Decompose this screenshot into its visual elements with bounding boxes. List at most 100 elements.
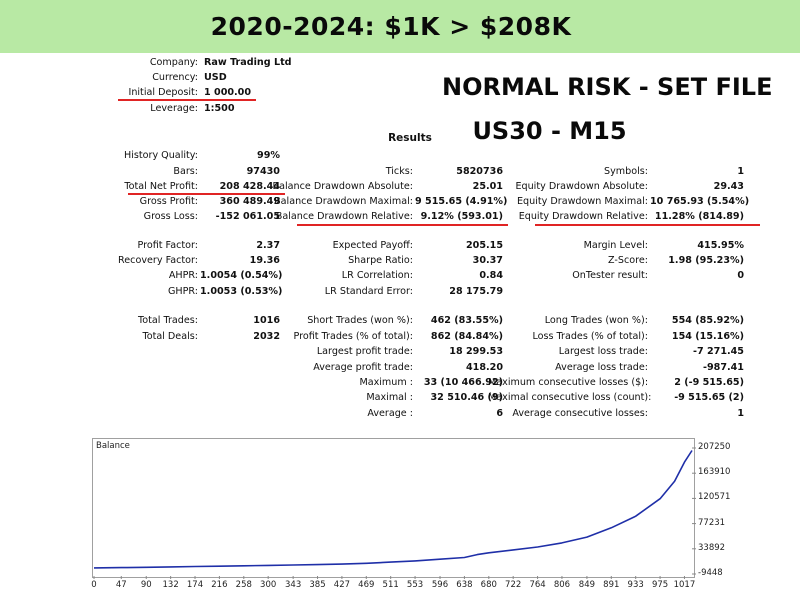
x-tick-label: 933 (627, 580, 644, 590)
y-tick-label: 77231 (698, 517, 726, 528)
recovery-factor-label: Recovery Factor: (118, 255, 198, 266)
x-tick-label: 638 (456, 580, 473, 590)
x-tick-label: 891 (603, 580, 620, 590)
lr-std-error-label: LR Standard Error: (324, 286, 413, 297)
ahpr-value: 1.0054 (0.54%) (200, 270, 283, 281)
balance-dd-underline (297, 224, 508, 226)
x-tick-label: 174 (186, 580, 204, 590)
equity-dd-relative-value: 11.28% (814.89) (654, 211, 744, 222)
company-value: Raw Trading Ltd (204, 57, 292, 68)
short-trades-label: Short Trades (won %): (307, 315, 413, 326)
profit-factor-label: Profit Factor: (137, 240, 198, 251)
x-tick-label: 47 (115, 580, 127, 590)
x-tick-label: 1017 (673, 580, 696, 590)
long-trades-label: Long Trades (won %): (544, 315, 648, 326)
maximum-label: Maximum : (359, 377, 413, 388)
history-quality-value: 99% (257, 150, 280, 161)
max-consecutive-losses-value: 2 (-9 515.65) (674, 377, 744, 388)
x-tick-label: 300 (260, 580, 277, 590)
balance-dd-relative-label: Balance Drawdown Relative: (275, 211, 413, 222)
z-score-label: Z-Score: (608, 255, 648, 266)
x-tick-label: 975 (651, 580, 669, 590)
equity-dd-maximal-value: 10 765.93 (5.54%) (650, 196, 750, 207)
average-label: Average : (367, 408, 413, 419)
sharpe-ratio-label: Sharpe Ratio: (348, 255, 413, 266)
bars-value: 97430 (246, 166, 280, 177)
average-loss-trade-value: -987.41 (702, 362, 744, 373)
banner-title: 2020-2024: $1K > $208K (210, 12, 572, 41)
x-tick-label: 680 (480, 580, 497, 590)
equity-dd-maximal-label: Equity Drawdown Maximal: (516, 196, 648, 207)
z-score-value: 1.98 (95.23%) (668, 255, 744, 266)
loss-trades-value: 154 (15.16%) (671, 331, 744, 342)
x-tick-label: 722 (505, 580, 522, 590)
leverage-label: Leverage: (150, 103, 198, 114)
x-tick-label: 216 (211, 580, 228, 590)
balance-dd-maximal-label: Balance Drawdown Maximal: (274, 196, 413, 207)
balance-series-line (93, 450, 693, 569)
expected-payoff-value: 205.15 (465, 240, 503, 251)
backtest-report: Company: Raw Trading Ltd Currency: USD I… (118, 57, 760, 419)
loss-trades-label: Loss Trades (% of total): (532, 331, 648, 342)
maximal-value: 32 510.46 (9) (430, 392, 504, 403)
x-tick-label: 258 (235, 580, 252, 590)
equity-dd-absolute-label: Equity Drawdown Absolute: (515, 181, 648, 192)
maximum-value: 33 (10 466.92) (423, 377, 503, 388)
headline-symbol: US30 - M15 (472, 117, 627, 145)
expected-payoff-label: Expected Payoff: (332, 240, 413, 251)
gross-profit-value: 360 489.49 (219, 196, 280, 207)
x-tick-label: 427 (333, 580, 351, 590)
x-tick-label: 469 (358, 580, 375, 590)
total-deals-label: Total Deals: (142, 331, 198, 342)
profit-trades-label: Profit Trades (% of total): (293, 331, 413, 342)
ontester-result-value: 0 (737, 270, 744, 281)
x-tick-label: 553 (406, 580, 424, 590)
balance-dd-absolute-value: 25.01 (472, 181, 503, 192)
company-label: Company: (149, 57, 198, 68)
results-title: Results (388, 132, 432, 144)
headline-risk: NORMAL RISK - SET FILE (442, 73, 773, 101)
total-net-profit-label: Total Net Profit: (124, 181, 198, 192)
largest-profit-trade-label: Largest profit trade: (316, 346, 413, 357)
recovery-factor-value: 19.36 (249, 255, 280, 266)
leverage-value: 1:500 (204, 103, 235, 114)
equity-dd-absolute-value: 29.43 (713, 181, 744, 192)
lr-std-error-value: 28 175.79 (449, 286, 503, 297)
long-trades-value: 554 (85.92%) (671, 315, 744, 326)
x-tick-label: 849 (578, 580, 596, 590)
average-value: 6 (496, 408, 503, 419)
y-tick-label: -9448 (698, 568, 723, 578)
lr-correlation-label: LR Correlation: (341, 270, 413, 281)
currency-label: Currency: (152, 72, 198, 83)
x-tick-label: 0 (91, 580, 97, 590)
net-profit-underline (128, 193, 285, 195)
gross-loss-label: Gross Loss: (143, 211, 198, 222)
ticks-value: 5820736 (456, 166, 503, 177)
deposit-underline (118, 99, 256, 101)
total-deals-value: 2032 (253, 331, 280, 342)
x-tick-label: 596 (431, 580, 449, 590)
average-profit-trade-label: Average profit trade: (313, 362, 413, 373)
x-tick-label: 511 (382, 580, 399, 590)
x-tick-label: 806 (553, 580, 571, 590)
largest-loss-trade-value: -7 271.45 (692, 346, 744, 357)
average-consecutive-losses-label: Average consecutive losses: (512, 408, 648, 419)
y-tick-label: 33892 (698, 542, 726, 553)
average-loss-trade-label: Average loss trade: (555, 362, 648, 373)
average-consecutive-losses-value: 1 (737, 408, 744, 419)
lr-correlation-value: 0.84 (479, 270, 503, 281)
balance-dd-absolute-label: Balance Drawdown Absolute: (272, 181, 413, 192)
chart-title: Balance (96, 441, 130, 451)
x-tick-label: 343 (285, 580, 302, 590)
max-consecutive-losses-label: Maximum consecutive losses ($): (488, 377, 649, 388)
balance-chart (92, 438, 695, 578)
history-quality-label: History Quality: (124, 150, 198, 161)
y-tick-label: 120571 (698, 492, 731, 503)
symbols-label: Symbols: (604, 166, 648, 177)
margin-level-label: Margin Level: (583, 240, 648, 251)
deposit-label: Initial Deposit: (128, 87, 198, 98)
bars-label: Bars: (173, 166, 198, 177)
ticks-label: Ticks: (385, 166, 413, 177)
y-tick-label: 163910 (698, 467, 731, 478)
